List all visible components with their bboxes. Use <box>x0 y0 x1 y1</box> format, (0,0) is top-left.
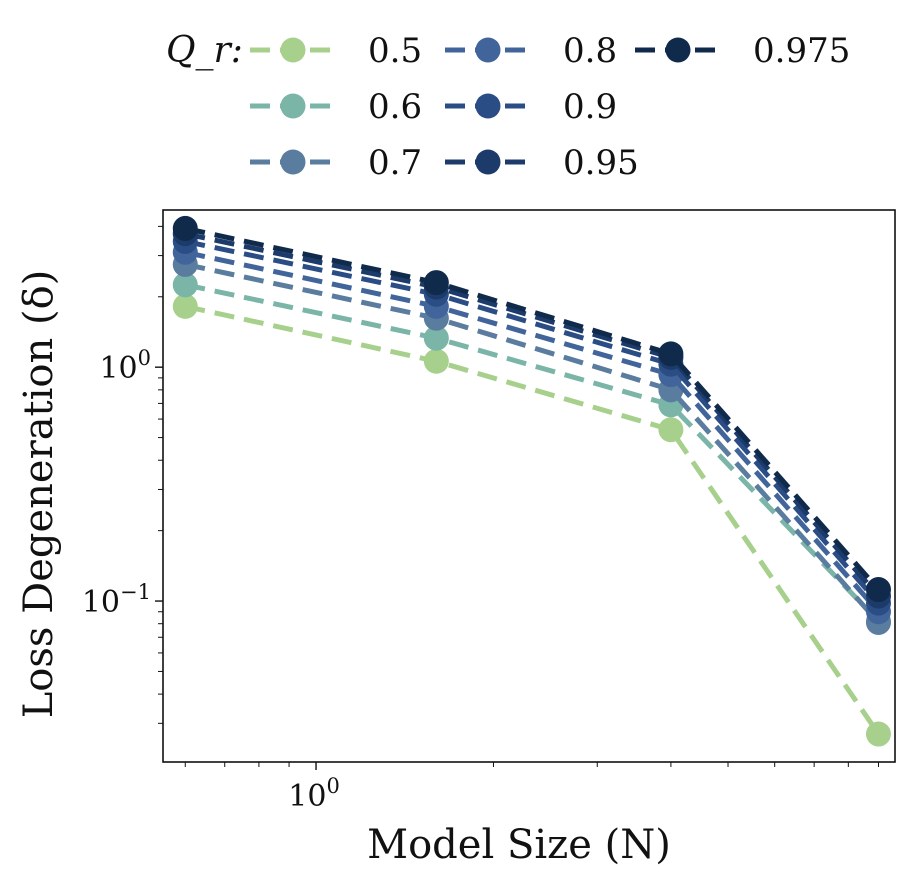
legend: Q_r: 0.5 0.6 0.7 0.8 0.9 0.95 0.975 <box>166 30 850 183</box>
x-tick-label: 100 <box>288 774 340 814</box>
plot-area <box>172 215 891 747</box>
data-point-0.975 <box>172 215 198 241</box>
legend-title: Q_r: <box>166 30 243 71</box>
series-line-0.95 <box>184 231 881 598</box>
legend-marker-swatch <box>665 37 691 63</box>
legend-marker-swatch <box>475 149 501 175</box>
series-line-0.5 <box>184 303 881 736</box>
series-line-0.7 <box>184 261 881 625</box>
legend-label: 0.6 <box>368 87 422 127</box>
data-point-0.975 <box>658 341 684 367</box>
data-point-0.975 <box>865 577 891 603</box>
y-tick-label: 100 <box>99 346 151 386</box>
series-line-0.6 <box>184 282 881 623</box>
legend-label: 0.95 <box>563 143 639 183</box>
series-line-0.975 <box>184 225 881 592</box>
legend-label: 0.7 <box>368 143 422 183</box>
legend-marker-swatch <box>280 93 306 119</box>
data-point-0.5 <box>865 721 891 747</box>
legend-marker-swatch <box>280 37 306 63</box>
x-axis-label: Model Size (N) <box>367 822 671 868</box>
data-point-0.5 <box>658 417 684 443</box>
legend-entry-0.95: 0.95 <box>445 143 639 183</box>
y-tick-label: 10−1 <box>82 580 151 620</box>
data-point-0.6 <box>423 325 449 351</box>
series-line-0.8 <box>184 249 881 614</box>
legend-entry-0.5: 0.5 <box>250 31 422 71</box>
legend-entry-0.8: 0.8 <box>445 31 617 71</box>
data-point-0.975 <box>423 270 449 296</box>
legend-marker-swatch <box>280 149 306 175</box>
data-point-0.5 <box>423 348 449 374</box>
series-line-0.9 <box>184 238 881 605</box>
legend-entry-0.7: 0.7 <box>250 143 422 183</box>
legend-entry-0.6: 0.6 <box>250 87 422 127</box>
legend-label: 0.975 <box>753 31 850 71</box>
legend-entry-0.975: 0.975 <box>635 31 850 71</box>
legend-label: 0.9 <box>563 87 617 127</box>
data-point-0.5 <box>172 293 198 319</box>
y-axis-label: Loss Degeneration (δ) <box>16 270 62 719</box>
axes: 100 100 10−1 Model Size (N) Loss Degeneratio… <box>16 209 896 868</box>
legend-marker-swatch <box>475 37 501 63</box>
plot-frame <box>162 209 896 763</box>
data-point-0.6 <box>172 272 198 298</box>
legend-label: 0.5 <box>368 31 422 71</box>
legend-entry-0.9: 0.9 <box>445 87 617 127</box>
legend-label: 0.8 <box>563 31 617 71</box>
legend-marker-swatch <box>475 93 501 119</box>
